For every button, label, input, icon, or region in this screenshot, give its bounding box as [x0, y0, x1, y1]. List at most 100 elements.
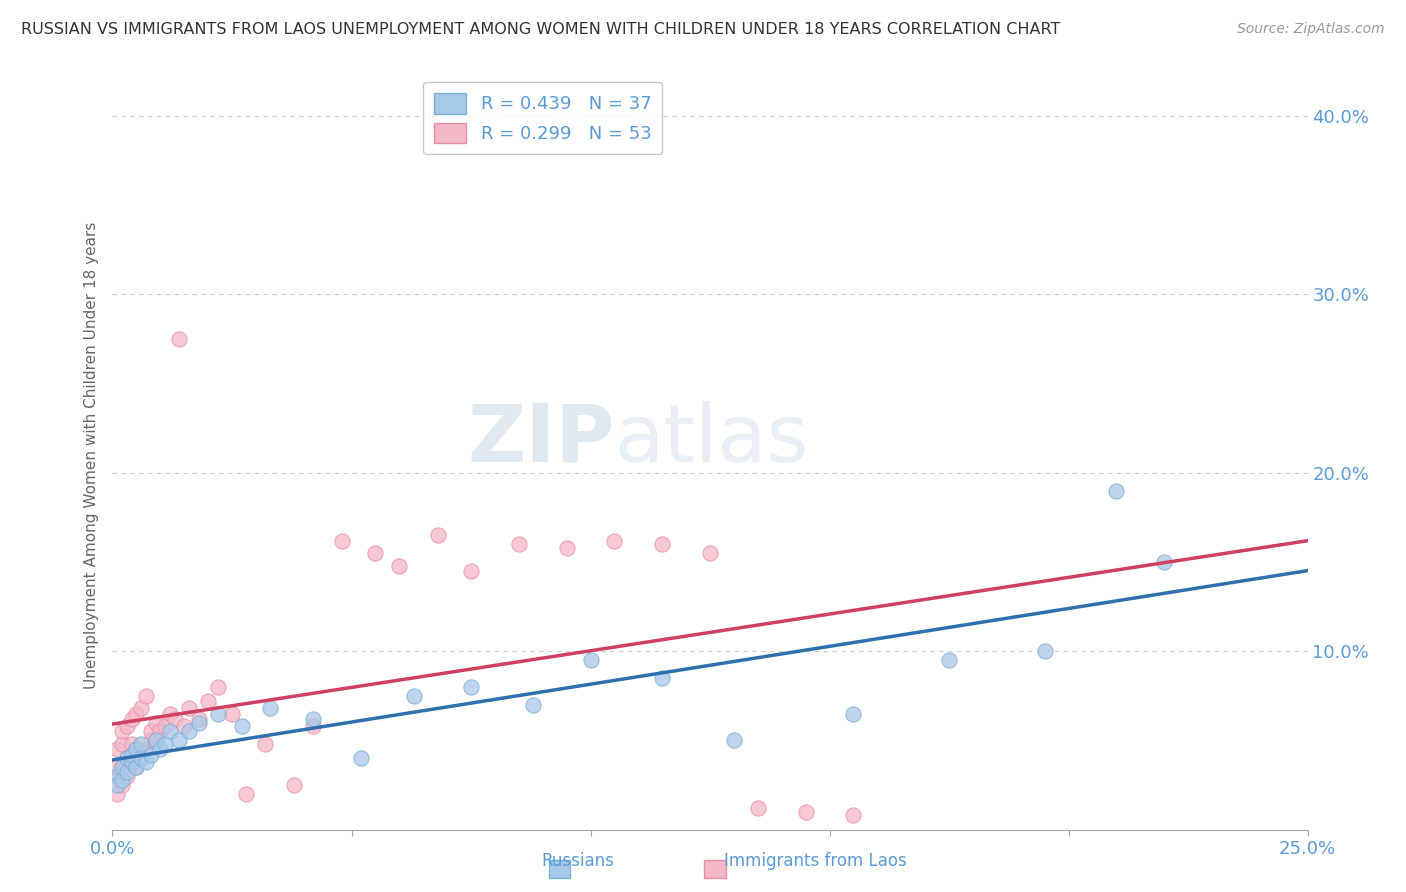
Point	[115, 765, 138, 780]
Point	[129, 751, 152, 765]
Point	[125, 760, 148, 774]
Point	[402, 689, 425, 703]
Text: ZIP: ZIP	[467, 401, 614, 479]
Text: atlas: atlas	[614, 401, 808, 479]
Point	[115, 769, 138, 783]
Point	[842, 808, 865, 822]
Point	[508, 537, 530, 551]
Point	[794, 805, 817, 819]
Point	[135, 742, 157, 756]
Point	[105, 760, 128, 774]
Point	[207, 680, 229, 694]
Point	[139, 747, 162, 762]
Point	[330, 533, 353, 548]
Point	[125, 760, 148, 774]
Point	[651, 537, 673, 551]
Point	[105, 778, 128, 792]
Point	[259, 701, 281, 715]
Point	[163, 712, 186, 726]
Point	[125, 706, 148, 721]
Point	[135, 755, 157, 769]
Point	[111, 737, 134, 751]
Point	[187, 715, 209, 730]
Point	[221, 706, 243, 721]
Point	[169, 733, 191, 747]
Point	[121, 737, 143, 751]
Legend: R = 0.439   N = 37, R = 0.299   N = 53: R = 0.439 N = 37, R = 0.299 N = 53	[423, 82, 662, 154]
Point	[522, 698, 544, 712]
Text: Russians: Russians	[541, 852, 614, 870]
FancyBboxPatch shape	[704, 860, 725, 879]
Point	[111, 760, 134, 774]
Point	[121, 755, 143, 769]
Point	[105, 742, 128, 756]
Point	[115, 751, 138, 765]
Point	[460, 564, 482, 578]
Point	[1105, 483, 1128, 498]
Point	[129, 737, 152, 751]
Point	[555, 541, 578, 555]
Point	[139, 733, 162, 747]
Point	[364, 546, 387, 560]
Point	[105, 787, 128, 801]
Point	[699, 546, 721, 560]
Point	[105, 769, 128, 783]
FancyBboxPatch shape	[548, 860, 571, 879]
Point	[302, 719, 325, 733]
Point	[121, 712, 143, 726]
Point	[125, 742, 148, 756]
Point	[111, 724, 134, 739]
Point	[153, 719, 176, 733]
Text: RUSSIAN VS IMMIGRANTS FROM LAOS UNEMPLOYMENT AMONG WOMEN WITH CHILDREN UNDER 18 : RUSSIAN VS IMMIGRANTS FROM LAOS UNEMPLOY…	[21, 22, 1060, 37]
Point	[149, 742, 172, 756]
Point	[145, 733, 167, 747]
Point	[129, 751, 152, 765]
Point	[283, 778, 305, 792]
Point	[111, 778, 134, 792]
Point	[187, 712, 209, 726]
Point	[842, 706, 865, 721]
Point	[747, 801, 769, 815]
Point	[173, 719, 195, 733]
Point	[235, 787, 257, 801]
Point	[1153, 555, 1175, 569]
Y-axis label: Unemployment Among Women with Children Under 18 years: Unemployment Among Women with Children U…	[84, 221, 100, 689]
Point	[115, 719, 138, 733]
Point	[302, 712, 325, 726]
Text: Immigrants from Laos: Immigrants from Laos	[724, 852, 907, 870]
Point	[129, 701, 152, 715]
Point	[197, 694, 219, 708]
Point	[125, 742, 148, 756]
Point	[426, 528, 449, 542]
Point	[177, 701, 200, 715]
Point	[159, 706, 181, 721]
Point	[111, 760, 134, 774]
Point	[350, 751, 373, 765]
Point	[121, 755, 143, 769]
Point	[111, 772, 134, 787]
Point	[723, 733, 745, 747]
Point	[1033, 644, 1056, 658]
Point	[254, 737, 277, 751]
Point	[388, 558, 411, 573]
Point	[938, 653, 960, 667]
Point	[169, 332, 191, 346]
Point	[139, 724, 162, 739]
Point	[159, 724, 181, 739]
Point	[135, 689, 157, 703]
Point	[603, 533, 626, 548]
Point	[207, 706, 229, 721]
Point	[579, 653, 602, 667]
Point	[153, 737, 176, 751]
Point	[145, 715, 167, 730]
Point	[115, 751, 138, 765]
Point	[460, 680, 482, 694]
Point	[105, 769, 128, 783]
Point	[231, 719, 253, 733]
Point	[651, 671, 673, 685]
Point	[121, 747, 143, 762]
Point	[145, 733, 167, 747]
Point	[177, 724, 200, 739]
Point	[149, 724, 172, 739]
Text: Source: ZipAtlas.com: Source: ZipAtlas.com	[1237, 22, 1385, 37]
